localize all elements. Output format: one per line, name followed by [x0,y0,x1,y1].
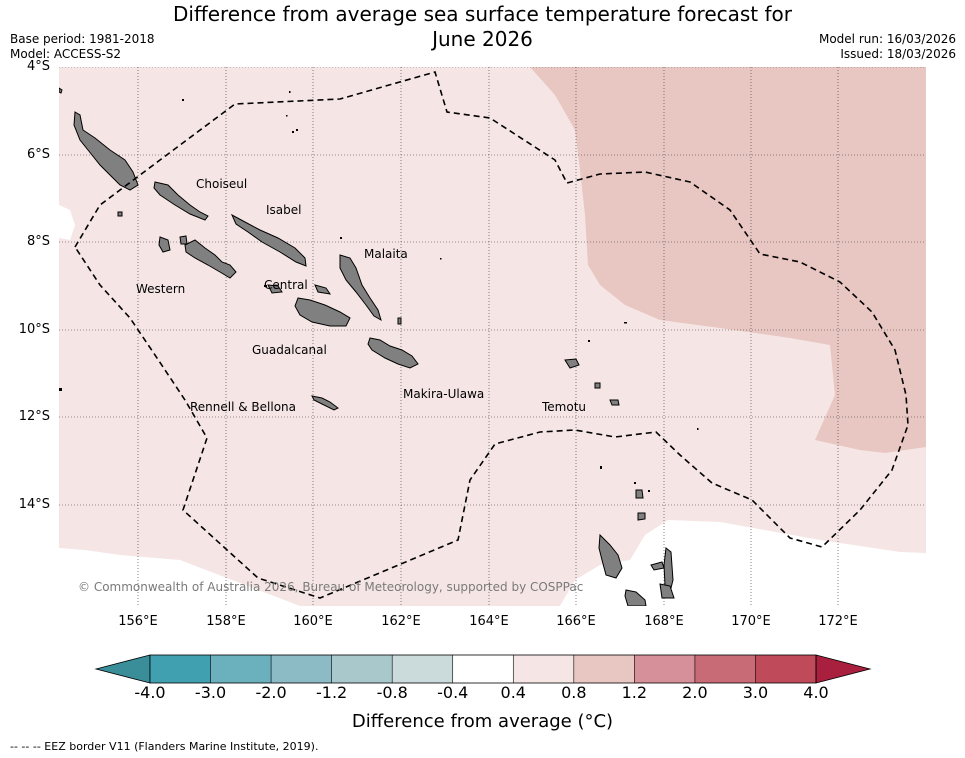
region-label-isabel: Isabel [266,203,302,217]
title-line-2: June 2026 [432,27,533,51]
x-tick-166e: 166°E [556,614,596,629]
island-newgeorgia [184,239,237,279]
meta-right: Model run: 16/03/2026 Issued: 18/03/2026 [819,32,956,62]
island-vanuatu-4 [659,583,675,599]
island-banks [635,489,644,499]
x-tick-156e: 156°E [118,614,158,629]
colorbar-tick-label: 3.0 [742,683,769,702]
region-label-guadalcanal: Guadalcanal [252,343,327,357]
colorbar-tick-label: 0.4 [500,683,526,702]
sst-anomaly-0.8-1.2 [530,67,926,453]
colorbar-tick-label: -4.0 [134,683,166,702]
island-santacruz [564,358,580,369]
colorbar-segment [634,655,696,683]
island-small-a [117,211,123,217]
colorbar-tick-label: 2.0 [682,683,708,702]
island-choiseul [73,111,139,191]
island-small-e [594,382,601,389]
x-tick-160e: 160°E [293,614,333,629]
eez-footnote: -- -- -- EEZ border V11 (Flanders Marine… [10,740,319,753]
island-vanuatu-espiritu [598,533,623,579]
region-label-makira-ulawa: Makira-Ulawa [403,387,485,401]
chart-title: Difference from average sea surface temp… [0,2,965,52]
colorbar-tick-label: 0.8 [561,683,587,702]
colorbar [94,654,872,684]
colorbar-segment [513,655,575,683]
colorbar-title: Difference from average (°C) [351,711,614,732]
x-tick-162e: 162°E [381,614,421,629]
map-area [59,67,926,606]
x-tick-168e: 168°E [644,614,684,629]
colorbar-tick-label: 1.2 [621,683,648,702]
meta-left: Base period: 1981-2018 Model: ACCESS-S2 [10,32,155,62]
landmasses [59,87,675,606]
island-florida [267,284,283,294]
island-rendova [158,236,171,253]
colorbar-extend-high [815,654,872,684]
region-label-western: Western [136,282,186,296]
colorbar-segment [150,655,212,683]
colorbar-segment [694,655,756,683]
island-rennell [311,395,339,411]
colorbar-segment [271,655,333,683]
colorbar-segment [392,655,454,683]
graticule [59,67,926,606]
y-tick-6s: 6°S [26,147,50,162]
island-small-b [179,235,188,245]
colorbar-tick-label: -3.0 [194,683,227,702]
colorbar-segments [150,655,817,683]
colorbar-tick-label: -0.4 [437,683,469,702]
copyright-notice: © Commonwealth of Australia 2026, Bureau… [78,580,584,594]
y-tick-10s: 10°S [18,322,50,337]
colorbar-segment [573,655,635,683]
region-label-malaita: Malaita [364,247,408,261]
x-tick-172e: 172°E [818,614,858,629]
colorbar-extend-low [94,654,151,684]
base-period: Base period: 1981-2018 [10,32,155,46]
colorbar-segment [755,655,817,683]
x-tick-164e: 164°E [469,614,509,629]
island-vanuatu-malekula [624,589,647,606]
title-line-1: Difference from average sea surface temp… [172,2,792,26]
region-label-choiseul: Choiseul [196,177,248,191]
island-isabel [230,213,307,267]
islets [59,91,699,492]
island-guadalcanal [294,297,351,327]
island-vella [153,181,209,221]
region-label-temotu: Temotu [542,400,587,414]
region-label-central: Central [264,278,308,292]
colorbar-tick-label: -1.2 [316,683,348,702]
colorbar-tick-label: -0.8 [376,683,408,702]
model-run: Model run: 16/03/2026 [818,32,956,46]
island-small-d [397,317,402,325]
colorbar-tick-label: -2.0 [255,683,287,702]
colorbar-tick-label: 4.0 [803,683,829,702]
region-label-rennell-bellona: Rennell & Bellona [190,400,297,414]
island-malaita [339,254,382,322]
y-tick-12s: 12°S [18,409,50,424]
island-banks-2 [637,512,646,521]
x-tick-158e: 158°E [206,614,246,629]
colorbar-segment [452,655,514,683]
model-name: Model: ACCESS-S2 [10,47,122,61]
y-tick-4s: 4°S [26,59,50,74]
island-bougainville-tip [59,87,63,94]
island-small-c [314,284,332,295]
island-vanikoro [609,399,620,406]
y-tick-8s: 8°S [26,234,50,249]
colorbar-segment [331,655,393,683]
island-makira [367,337,419,369]
y-tick-14s: 14°S [18,497,50,512]
eez-border [74,71,909,599]
issued-date: Issued: 18/03/2026 [840,47,956,61]
x-tick-170e: 170°E [731,614,771,629]
colorbar-segment [210,655,272,683]
